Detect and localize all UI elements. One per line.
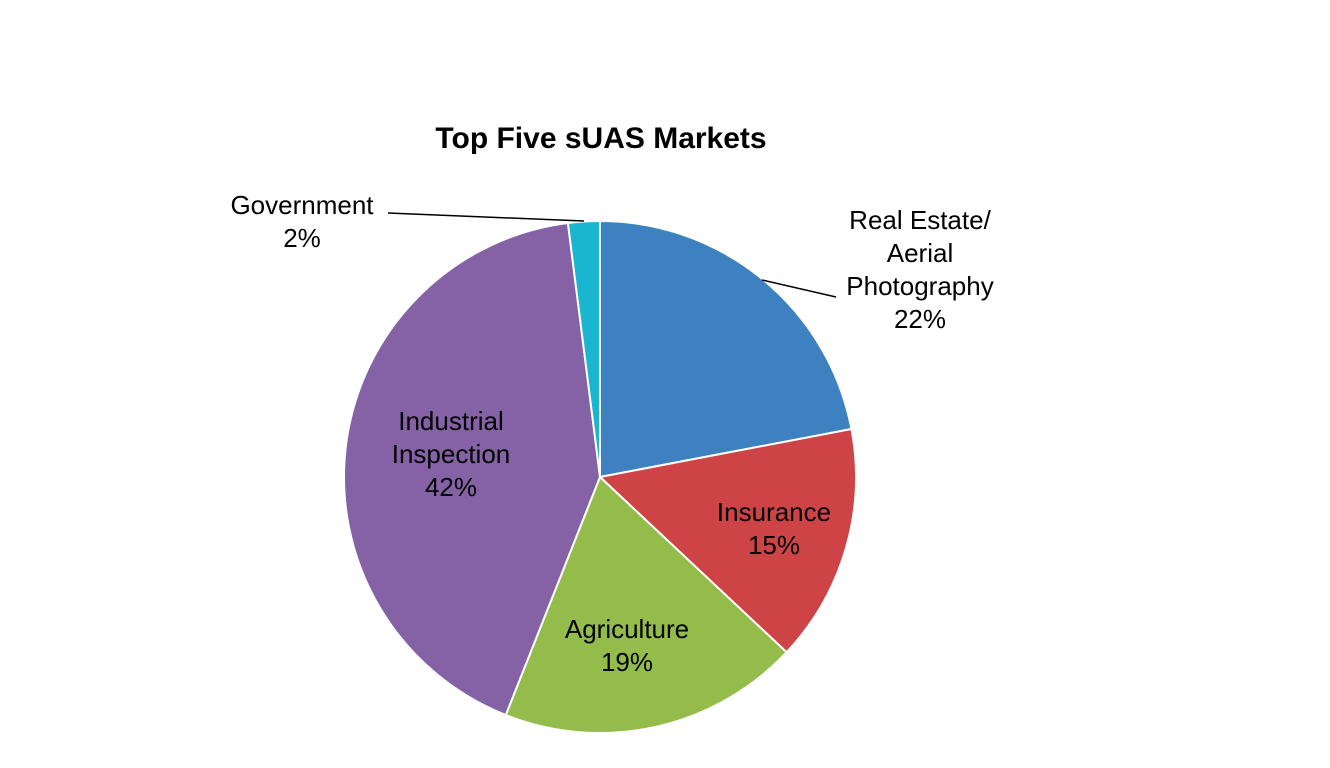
slice-label-line: 2%: [283, 223, 321, 253]
pie-slice-agriculture: [504, 475, 789, 734]
slice-label-line: Real Estate/: [849, 205, 991, 235]
slice-label-line: Government: [230, 190, 374, 220]
slices-layer: [343, 219, 857, 734]
chart-title: Top Five sUAS Markets: [435, 122, 766, 155]
slice-label-line: Agriculture: [565, 614, 689, 644]
leader-lines-layer: [387, 212, 837, 298]
slice-label-line: Aerial: [887, 238, 953, 268]
slice-label-insurance: Insurance 15%: [717, 497, 831, 560]
slice-label-line: Photography: [846, 271, 993, 301]
slice-label-industrial-inspection: Industrial Inspection 42%: [392, 406, 511, 502]
labels-layer: Real Estate/Aerial Photography 22% Insuranc…: [230, 190, 993, 677]
slice-label-line: 22%: [894, 304, 946, 334]
pie-slice-insurance: [597, 427, 857, 654]
leader-line-government: [387, 212, 585, 222]
slice-label-line: Inspection: [392, 439, 511, 469]
pie-slice-industrial-inspection: [343, 221, 602, 717]
leader-line-real-estate-aerial-photography: [761, 279, 837, 298]
slice-label-line: 19%: [601, 647, 653, 677]
slice-label-line: Insurance: [717, 497, 831, 527]
slice-label-line: 42%: [425, 472, 477, 502]
slice-label-line: 15%: [748, 530, 800, 560]
slice-label-government: Government 2%: [230, 190, 374, 253]
slice-label-agriculture: Agriculture 19%: [565, 614, 689, 677]
slice-label-real-estate-aerial-photography: Real Estate/Aerial Photography 22%: [846, 205, 993, 334]
slice-label-line: Industrial: [398, 406, 504, 436]
